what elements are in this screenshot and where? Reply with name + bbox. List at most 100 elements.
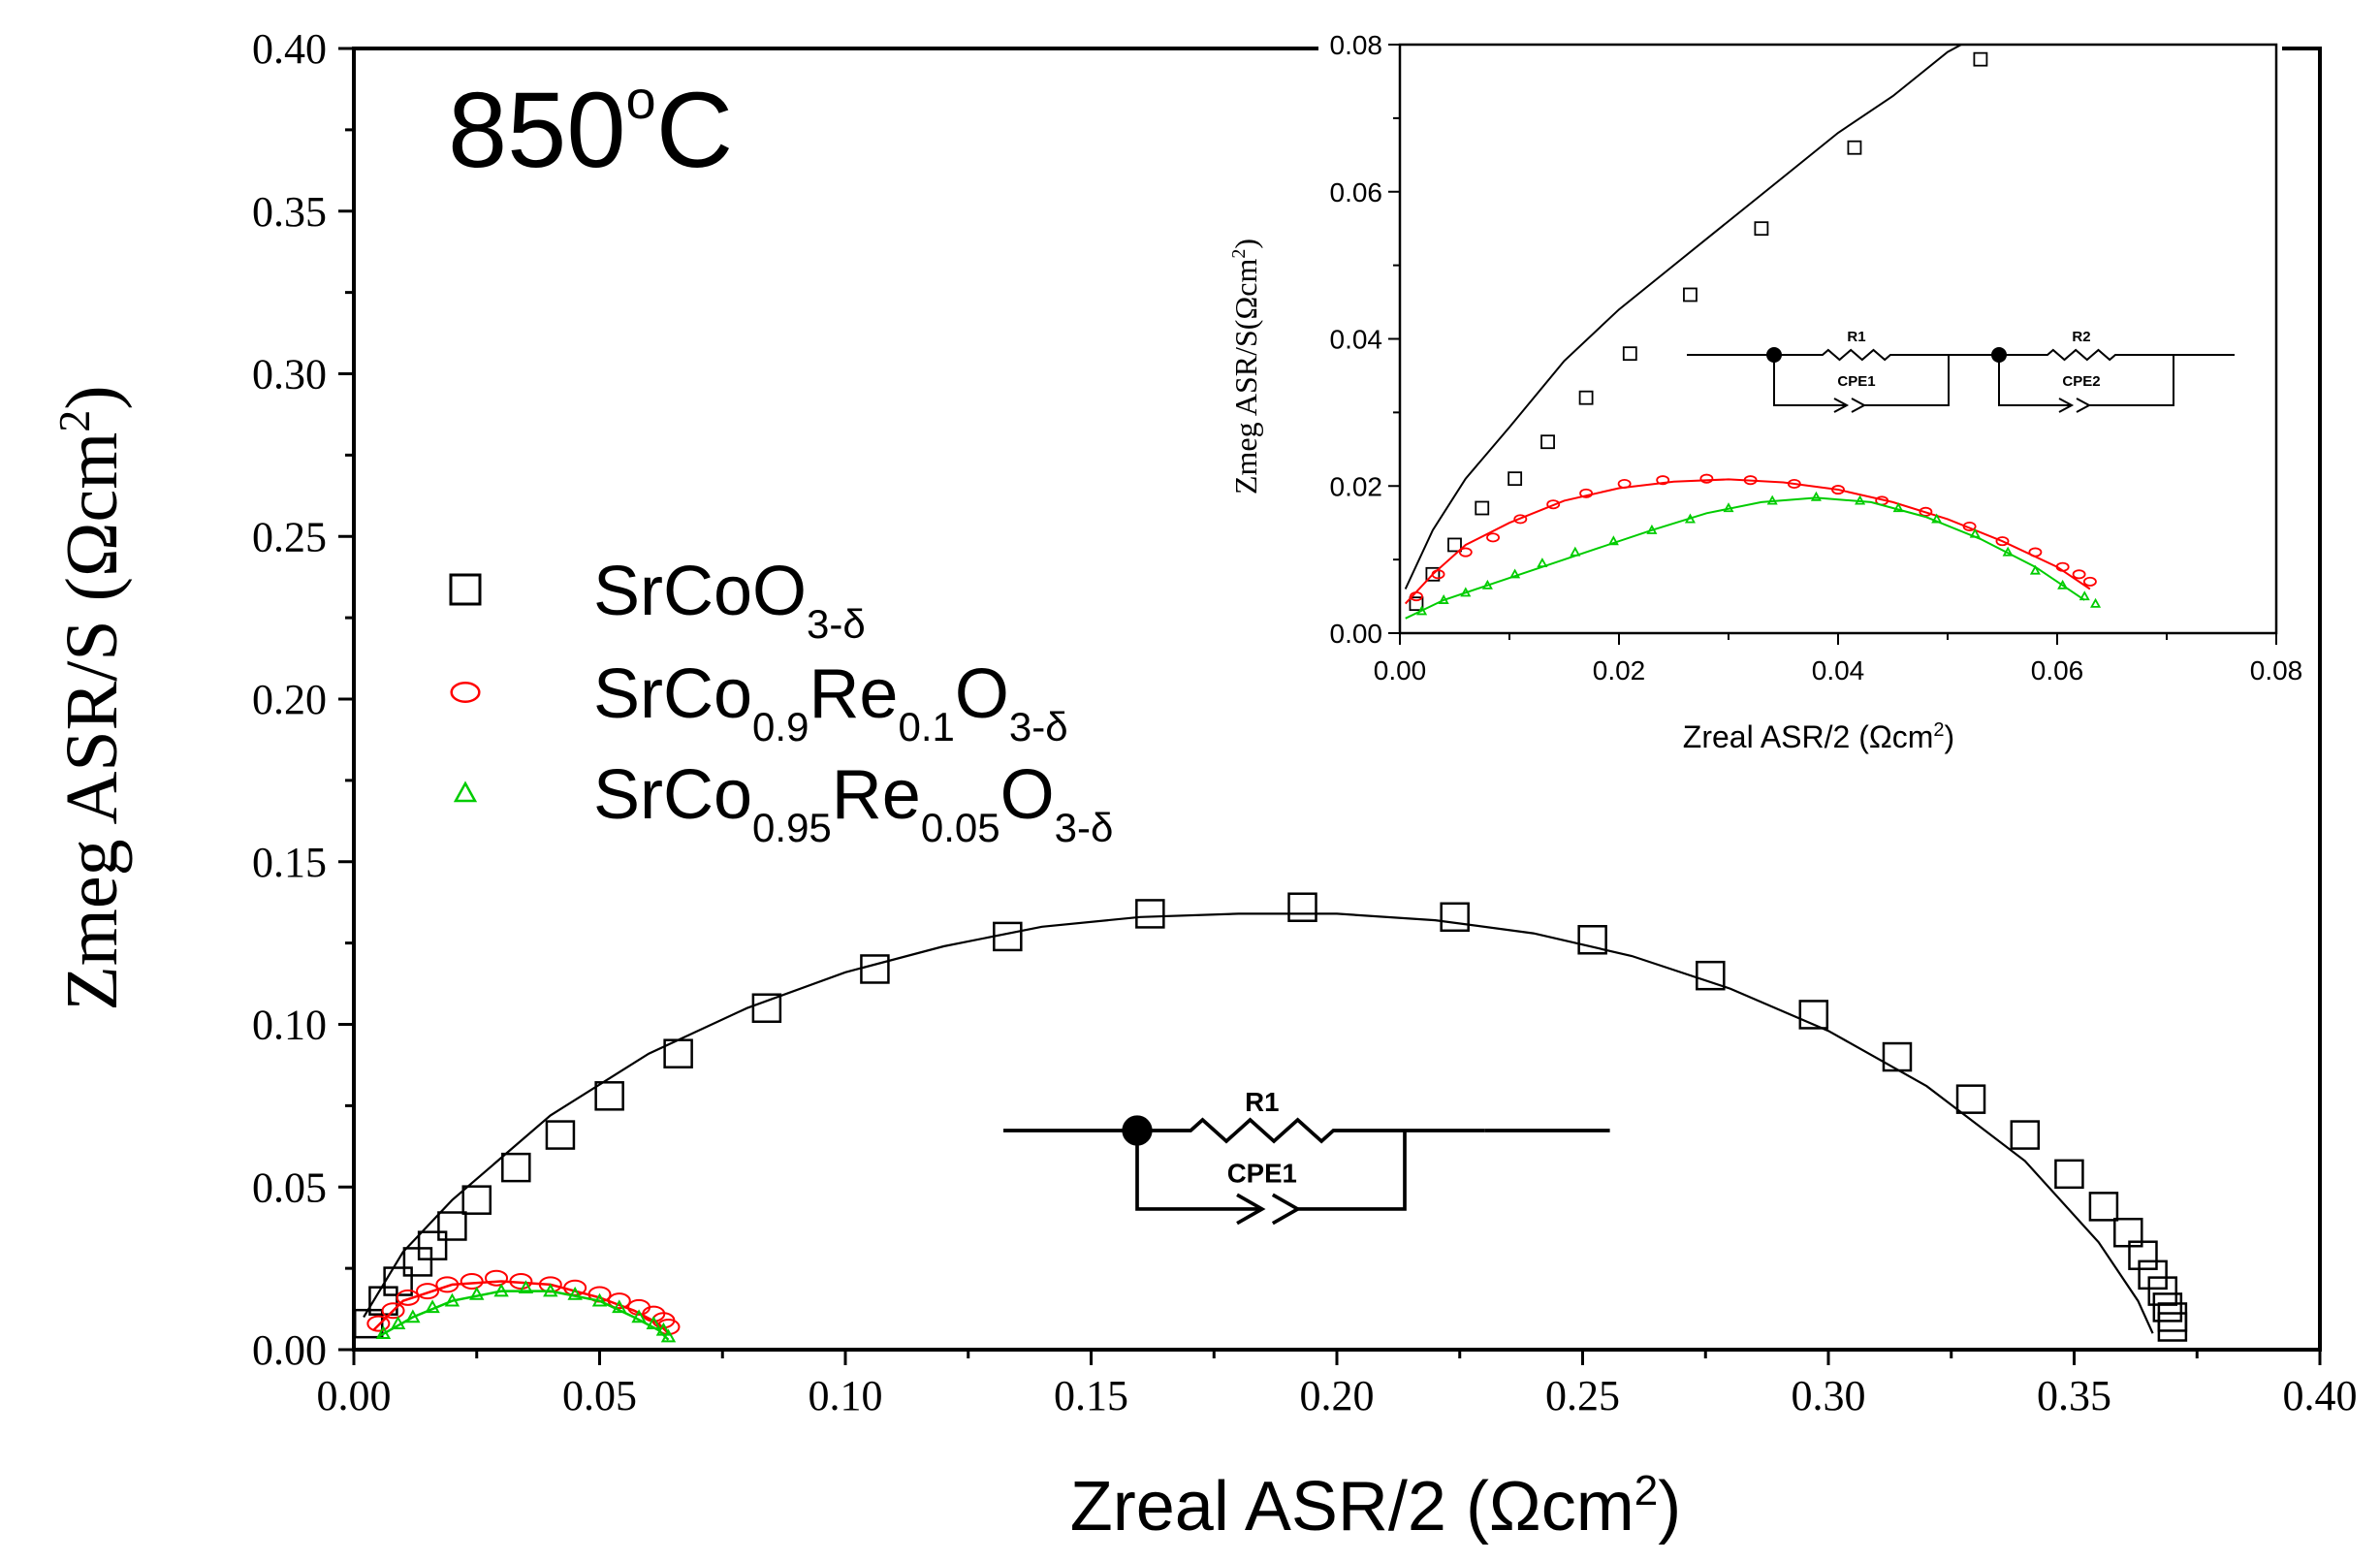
legend-label-main: SrCo — [593, 756, 752, 834]
inset-x-tick-label: 0.06 — [2031, 655, 2084, 685]
inset-data-point — [1537, 558, 1548, 568]
legend-label-main: Re — [832, 756, 921, 834]
chart-title: 850oC — [448, 69, 733, 190]
legend-label-main: Re — [809, 655, 898, 733]
inset-data-point — [1810, 491, 1822, 501]
main-circuit-cpe-chevron-2 — [1271, 1193, 1302, 1226]
legend-label-sub: 3-δ — [1009, 704, 1068, 749]
inset-plot: 0.00 0.02 0.04 0.06 0.08 0.00 0.02 0.04 0.06 0.08… — [1228, 30, 2302, 761]
data-point — [444, 1292, 460, 1307]
inset-data-point — [1475, 500, 1490, 516]
equivalent-circuit-inset: R1 CPE1 R2 CPE2 — [1687, 329, 2235, 413]
legend-label-sub: 0.95 — [752, 805, 832, 850]
equivalent-circuit-main: R1 CPE1 — [1003, 1087, 1610, 1226]
data-point — [2088, 1192, 2119, 1222]
inset-data-point — [1931, 513, 1943, 524]
inset-data-point — [1831, 485, 1845, 495]
inset-circuit-1-cpe-chevron-1 — [1833, 398, 1850, 413]
inset-data-point — [1481, 579, 1493, 590]
inset-data-point — [1622, 346, 1637, 362]
inset-data-point — [1919, 506, 1933, 517]
data-point — [2152, 1292, 2183, 1323]
legend-label-main: O — [1000, 756, 1055, 834]
inset-x-axis-label-close: ) — [1945, 719, 1955, 754]
inset-fit-line — [1404, 478, 2091, 605]
y-axis-label: Zmeg ASR/S (Ωcm2) — [49, 385, 133, 1010]
inset-data-point — [1607, 535, 1619, 546]
data-point — [545, 1120, 576, 1150]
inset-series — [1404, 45, 2102, 620]
inset-y-tick-label: 0.04 — [1330, 325, 1383, 355]
data-point — [1696, 960, 1726, 991]
data-point — [1882, 1041, 1913, 1072]
inset-data-point — [2002, 546, 2014, 557]
inset-circuit-2-label-cpe: CPE2 — [2062, 373, 2100, 390]
data-point — [1287, 892, 1317, 922]
x-tick-label: 0.10 — [809, 1372, 883, 1419]
inset-circuit-2-label-r: R2 — [2072, 329, 2090, 345]
data-point — [612, 1299, 627, 1314]
inset-y-tick-label: 0.02 — [1330, 471, 1383, 501]
inset-data-point — [1507, 471, 1523, 487]
legend-label-sub: 0.05 — [921, 805, 1000, 850]
inset-data-point — [2057, 579, 2069, 590]
inset-data-point — [1570, 546, 1581, 557]
data-point — [993, 921, 1023, 952]
inset-x-axis-label: Zreal ASR/2 (Ωcm2) — [1683, 719, 1954, 754]
inset-data-point — [1766, 494, 1778, 505]
x-axis-label-sup: 2 — [1634, 1467, 1658, 1514]
x-axis-label: Zreal ASR/2 (Ωcm2) — [1070, 1467, 1681, 1546]
main-circuit-label-cpe: CPE1 — [1227, 1158, 1297, 1188]
main-circuit-cpe-wire-right — [1297, 1131, 1407, 1211]
inset-data-point — [1425, 566, 1441, 582]
data-point — [416, 1283, 440, 1300]
data-point — [660, 1328, 677, 1343]
data-point — [469, 1286, 485, 1300]
x-tick-label: 0.20 — [1300, 1372, 1375, 1419]
y-axis-label-close: ) — [51, 385, 133, 409]
inset-data-point — [2072, 569, 2086, 580]
x-axis-label-close: ) — [1658, 1468, 1681, 1546]
data-point — [663, 1038, 693, 1068]
inset-data-point — [1509, 568, 1521, 579]
legend-label-sub: 0.9 — [752, 704, 809, 749]
data-point — [594, 1081, 624, 1111]
inset-data-point — [1409, 596, 1424, 612]
fit-line — [363, 912, 2154, 1334]
data-point — [493, 1283, 509, 1297]
inset-circuit-1-resistor — [1774, 348, 1949, 362]
inset-x-tick-label: 0.08 — [2250, 655, 2303, 685]
data-point — [1798, 1000, 1829, 1030]
legend-label-main: O — [955, 655, 1009, 733]
data-point — [2054, 1159, 2084, 1190]
inset-data-point — [1684, 513, 1696, 524]
inset-data-point — [1855, 494, 1866, 505]
data-point — [417, 1230, 448, 1260]
main-circuit-resistor — [1137, 1117, 1485, 1144]
inset-series-2 — [1405, 491, 2102, 620]
y-tick-label: 0.05 — [252, 1164, 327, 1211]
inset-data-point — [1460, 587, 1472, 597]
inset-data-point — [1699, 473, 1714, 484]
x-tick-label: 0.00 — [317, 1372, 392, 1419]
inset-data-point — [1416, 605, 1428, 616]
data-point — [2138, 1259, 2168, 1291]
series-0 — [353, 892, 2188, 1342]
data-point — [631, 1309, 647, 1323]
data-point — [646, 1316, 661, 1329]
inset-data-point — [1578, 390, 1594, 405]
inset-data-point — [2028, 547, 2043, 558]
data-point — [607, 1292, 631, 1310]
chart-title-unit: C — [656, 71, 733, 190]
inset-circuit-2-cpe-wire-right — [2089, 355, 2174, 406]
inset-data-point — [1892, 502, 1904, 513]
inset-data-point — [1656, 475, 1670, 486]
y-axis-label-text: Zmeg ASR/S (Ωcm — [51, 432, 133, 1011]
data-point — [1577, 925, 1607, 955]
legend-label: SrCo0.9Re0.1O3-δ — [593, 655, 1068, 749]
data-point — [435, 1276, 460, 1293]
legend-label-main: SrCoO — [593, 553, 807, 630]
inset-data-point — [2082, 576, 2097, 587]
inset-data-point — [1617, 478, 1632, 489]
x-tick-label: 0.25 — [1545, 1372, 1620, 1419]
